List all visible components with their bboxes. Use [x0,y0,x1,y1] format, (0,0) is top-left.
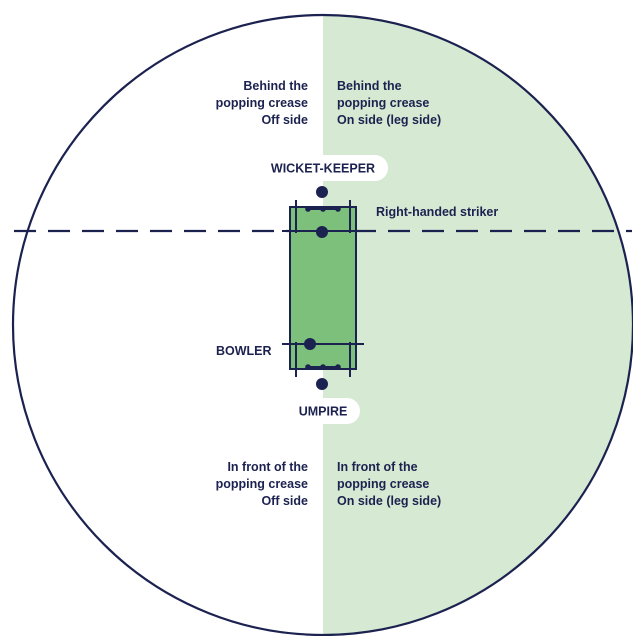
front-on-line-3: On side (leg side) [337,494,441,508]
umpire-label: UMPIRE [299,405,348,419]
striker-marker-icon [316,226,328,238]
wicket-keeper-pill [258,155,388,181]
behind-on-line-3: On side (leg side) [337,113,441,127]
umpire-marker-icon [316,378,328,390]
wicket-keeper-marker-icon [316,186,328,198]
front-on-line-1: In front of the [337,460,418,474]
stumps-icon [305,364,341,370]
behind-off-line-2: popping crease [216,96,308,110]
behind-on-line-2: popping crease [337,96,429,110]
behind-on-line-1: Behind the [337,79,402,93]
bowling-end-creases [282,342,364,377]
wicket-keeper-label: WICKET-KEEPER [271,162,375,176]
front-on-line-2: popping crease [337,477,429,491]
front-off-line-1: In front of the [227,460,308,474]
striker-label: Right-handed striker [376,205,498,219]
front-off-line-2: popping crease [216,477,308,491]
front-off-line-3: Off side [261,494,308,508]
behind-off-line-1: Behind the [243,79,308,93]
bowler-label: BOWLER [216,344,272,358]
umpire-pill [286,398,360,424]
stumps-icon [305,206,341,212]
field-boundary [11,13,633,637]
bowler-marker-icon [304,338,316,350]
behind-off-line-3: Off side [261,113,308,127]
